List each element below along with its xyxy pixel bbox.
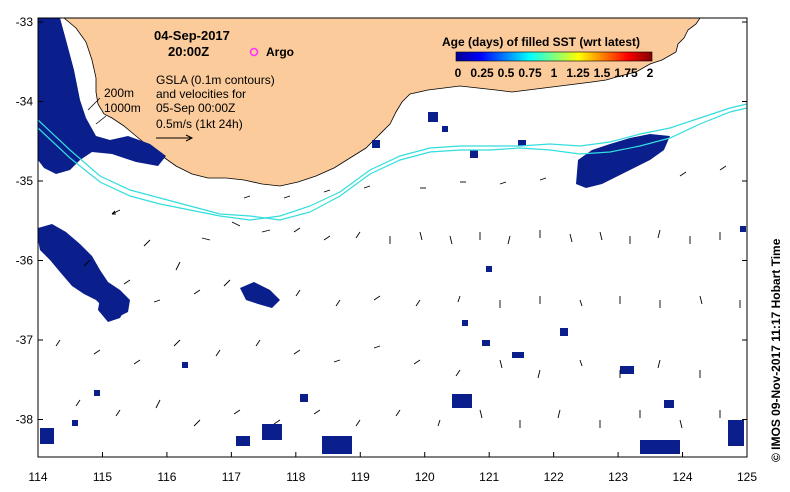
colorbar-tick-label: 1.5	[594, 66, 611, 80]
x-tick-label: 121	[479, 470, 499, 484]
y-tick-label: -34	[16, 95, 34, 109]
colorbar-ticks: 0 0.25 0.5 0.75 1 1.25 1.5 1.75 2	[455, 66, 654, 80]
colorbar-tick-label: 0	[455, 66, 462, 80]
y-tick-label: -33	[16, 15, 34, 29]
y-tick-label: -35	[16, 174, 34, 188]
gsla-line-4: 0.5m/s (1kt 24h)	[156, 117, 243, 131]
depth-label-200m: 200m	[104, 86, 134, 100]
gsla-contours	[38, 103, 747, 221]
scale-arrowhead-icon	[185, 134, 194, 142]
y-tick-label: -37	[16, 333, 34, 347]
y-axis-ticks: -33 -34 -35 -36 -37 -38	[16, 15, 747, 427]
gsla-line-2: and velocities for	[156, 87, 246, 101]
y-tick-label: -38	[16, 413, 34, 427]
colorbar-tick-label: 0.25	[470, 66, 494, 80]
x-tick-label: 120	[415, 470, 435, 484]
colorbar-tick-label: 0.5	[498, 66, 515, 80]
x-tick-label: 119	[351, 470, 370, 484]
argo-marker-icon	[249, 47, 259, 57]
x-tick-label: 124	[673, 470, 693, 484]
x-tick-label: 117	[222, 470, 241, 484]
map-frame	[37, 17, 748, 458]
depth-label-1000m: 1000m	[104, 101, 141, 115]
velocity-arrows	[55, 165, 741, 429]
colorbar-tick-label: 1.25	[566, 66, 590, 80]
title-date: 04-Sep-2017	[154, 28, 230, 43]
colorbar-tick-label: 1	[551, 66, 558, 80]
x-tick-label: 114	[28, 470, 47, 484]
sst-fill-patches	[38, 18, 746, 454]
y-tick-label: -36	[16, 254, 34, 268]
depth-1000m-pointer	[95, 115, 107, 125]
argo-label: Argo	[266, 45, 294, 59]
title-time: 20:00Z	[168, 44, 209, 59]
x-tick-label: 116	[157, 470, 176, 484]
x-tick-label: 125	[737, 470, 757, 484]
credit-text: © IMOS 09-Nov-2017 11:17 Hobart Time	[769, 238, 783, 462]
x-tick-label: 118	[286, 470, 305, 484]
colorbar-tick-label: 2	[647, 66, 654, 80]
x-tick-label: 115	[93, 470, 112, 484]
x-tick-label: 122	[544, 470, 564, 484]
gsla-line-1: GSLA (0.1m contours)	[156, 73, 275, 87]
colorbar-tick-label: 1.75	[614, 66, 638, 80]
colorbar	[455, 51, 653, 62]
gsla-line-3: 05-Sep 00:00Z	[156, 101, 235, 115]
colorbar-tick-label: 0.75	[518, 66, 542, 80]
x-tick-label: 123	[608, 470, 628, 484]
colorbar-title: Age (days) of filled SST (wrt latest)	[442, 35, 640, 49]
depth-200m-pointer	[87, 97, 101, 111]
x-axis-ticks: 114 115 116 117 118 119 120 121 122 123 124 125	[28, 452, 757, 484]
